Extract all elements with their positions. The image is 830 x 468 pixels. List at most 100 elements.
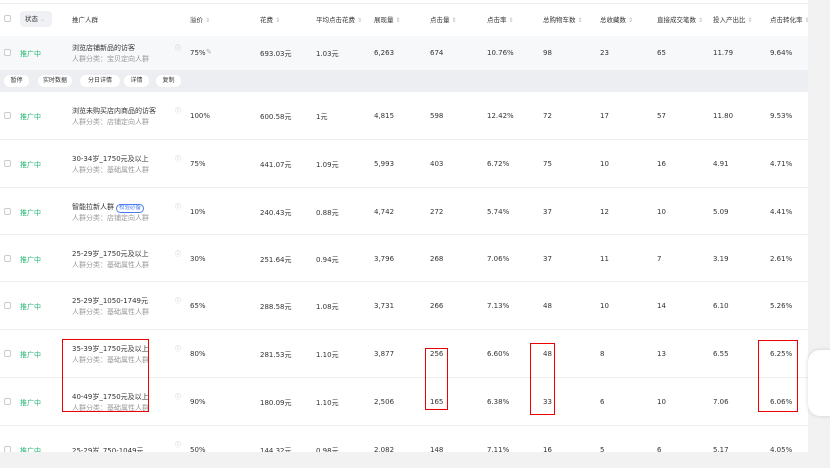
row-checkbox[interactable]	[4, 302, 11, 309]
premium-value[interactable]: 75%	[190, 49, 206, 57]
cpc-header[interactable]: 平均点击花费 ⇕	[316, 14, 362, 24]
audience-tag: 校验必备	[116, 203, 145, 213]
premium-value[interactable]: 30%	[190, 254, 206, 263]
premium-header-label: 溢价	[190, 16, 203, 24]
sort-icon: ⇕	[628, 17, 634, 24]
audience-category: 人群分类：店铺定向人群	[72, 213, 149, 222]
row-checkbox[interactable]	[4, 112, 11, 119]
audience-name[interactable]: 25-29岁_1050-1749元	[72, 296, 148, 306]
cost-header[interactable]: 花费 ⇕	[260, 14, 280, 24]
action-button-2[interactable]: 分日详情	[80, 75, 120, 87]
row-checkbox[interactable]	[4, 446, 11, 452]
cvr-header[interactable]: 点击转化率 ⇕	[770, 14, 808, 24]
status-text: 推广中	[20, 255, 41, 264]
orders-value: 65	[657, 49, 666, 57]
select-all-checkbox[interactable]	[4, 15, 11, 22]
help-icon[interactable]: ⓘ	[175, 203, 182, 211]
cpc-value: 1.10元	[316, 351, 339, 359]
help-icon[interactable]: ⓘ	[175, 108, 182, 115]
sort-icon: ⇕	[577, 17, 583, 24]
audience-name[interactable]: 智能拉新人群 校验必备	[72, 202, 145, 213]
impressions-value: 2,082	[374, 446, 395, 452]
cost-value: 251.64元	[260, 255, 292, 264]
orders-value: 7	[657, 254, 662, 263]
premium-value[interactable]: 10%	[190, 207, 206, 216]
highlight-box-cvr	[758, 340, 798, 412]
help-icon[interactable]: ⓘ	[175, 156, 182, 163]
sort-icon: ⇕	[747, 17, 753, 24]
premium-value[interactable]: 65%	[190, 302, 206, 310]
row-checkbox[interactable]	[4, 49, 11, 56]
action-button-1[interactable]: 实时数据	[38, 75, 72, 87]
favorites-header-label: 总收藏数	[600, 16, 626, 24]
audience-name[interactable]: 浏览店铺新品的访客	[72, 43, 135, 53]
favorites-value: 12	[600, 207, 609, 216]
row-checkbox[interactable]	[4, 254, 11, 262]
action-button-3[interactable]: 详情	[124, 75, 149, 87]
premium-header[interactable]: 溢价 ⇕	[190, 14, 210, 24]
clicks-header[interactable]: 点击量 ⇕	[430, 14, 457, 24]
roi-value: 11.79	[713, 49, 734, 57]
cart-value: 48	[543, 302, 552, 310]
audience-name[interactable]: 浏览未购买店内商品的访客	[72, 106, 156, 116]
ctr-header[interactable]: 点击率 ⇕	[487, 14, 514, 24]
audience-name[interactable]: 25-29岁_1750元及以上	[72, 249, 149, 259]
cvr-value: 4.71%	[770, 160, 793, 168]
status-text: 推广中	[20, 208, 41, 217]
audience-name[interactable]: 40-49岁_1750元及以上	[72, 392, 149, 402]
row-checkbox[interactable]	[4, 160, 11, 167]
action-button-4[interactable]: 复制	[156, 75, 181, 87]
help-icon[interactable]: ⓘ	[175, 442, 182, 449]
table-row: 推广中 25-29岁_1050-1749元 人群分类：基础属性人群 ⓘ 65% 288.5…	[0, 282, 808, 330]
clicks-value: 165	[430, 398, 444, 406]
orders-header[interactable]: 直接成交笔数 ⇕	[657, 14, 703, 24]
impressions-header-label: 展现量	[374, 16, 394, 24]
roi-value: 6.55	[713, 350, 729, 358]
help-icon[interactable]: ⓘ	[175, 298, 182, 305]
status-text: 推广中	[20, 50, 41, 58]
status-filter-dropdown[interactable]: 状态 ⌄	[20, 11, 52, 27]
clicks-value: 403	[430, 160, 444, 168]
row-action-bar: 暂停 实时数据 分日详情 详情 复制	[0, 70, 808, 92]
cost-header-label: 花费	[260, 16, 273, 24]
favorites-header[interactable]: 总收藏数 ⇕	[600, 14, 633, 24]
premium-value[interactable]: 75%	[190, 160, 206, 168]
impressions-header[interactable]: 展现量 ⇕	[374, 14, 401, 24]
audience-name[interactable]: 30-34岁_1750元及以上	[72, 154, 149, 164]
cost-value: 144.32元	[260, 447, 292, 452]
cart-value: 72	[543, 112, 552, 120]
cpc-header-label: 平均点击花费	[316, 16, 355, 24]
help-icon[interactable]: ⓘ	[175, 346, 182, 353]
audience-name[interactable]: 25-29岁_750-1049元	[72, 446, 144, 452]
row-checkbox[interactable]	[4, 207, 11, 215]
action-button-0[interactable]: 暂停	[4, 75, 29, 87]
edit-pencil-icon[interactable]: ✎	[206, 48, 212, 56]
cost-value: 441.07元	[260, 161, 292, 169]
premium-value[interactable]: 50%	[190, 446, 206, 452]
cart-header[interactable]: 总购物车数 ⇕	[543, 14, 583, 24]
help-icon[interactable]: ⓘ	[175, 45, 182, 52]
floating-assistant-widget[interactable]	[808, 350, 830, 416]
clicks-value: 674	[430, 49, 444, 57]
impressions-value: 3,731	[374, 302, 395, 310]
clicks-value: 148	[430, 446, 444, 452]
cart-value: 75	[543, 160, 552, 168]
help-icon[interactable]: ⓘ	[175, 394, 182, 401]
audience-name-text: 25-29岁_1750元及以上	[72, 249, 149, 258]
cpc-value: 1.09元	[316, 161, 339, 169]
premium-value[interactable]: 80%	[190, 350, 206, 358]
cvr-value: 9.64%	[770, 49, 793, 57]
audience-category: 人群分类：宝贝定向人群	[72, 55, 149, 63]
orders-value: 6	[657, 446, 662, 452]
impressions-value: 4,742	[374, 207, 395, 216]
audience-name-text: 智能拉新人群	[72, 202, 114, 211]
help-icon[interactable]: ⓘ	[175, 250, 182, 258]
row-checkbox[interactable]	[4, 398, 11, 405]
cpc-value: 1元	[316, 113, 328, 121]
cvr-value: 4.05%	[770, 446, 793, 452]
audience-name[interactable]: 35-39岁_1750元及以上	[72, 344, 149, 354]
row-checkbox[interactable]	[4, 350, 11, 357]
premium-value[interactable]: 100%	[190, 112, 211, 120]
roi-header[interactable]: 投入产出比 ⇕	[713, 14, 753, 24]
premium-value[interactable]: 90%	[190, 398, 206, 406]
